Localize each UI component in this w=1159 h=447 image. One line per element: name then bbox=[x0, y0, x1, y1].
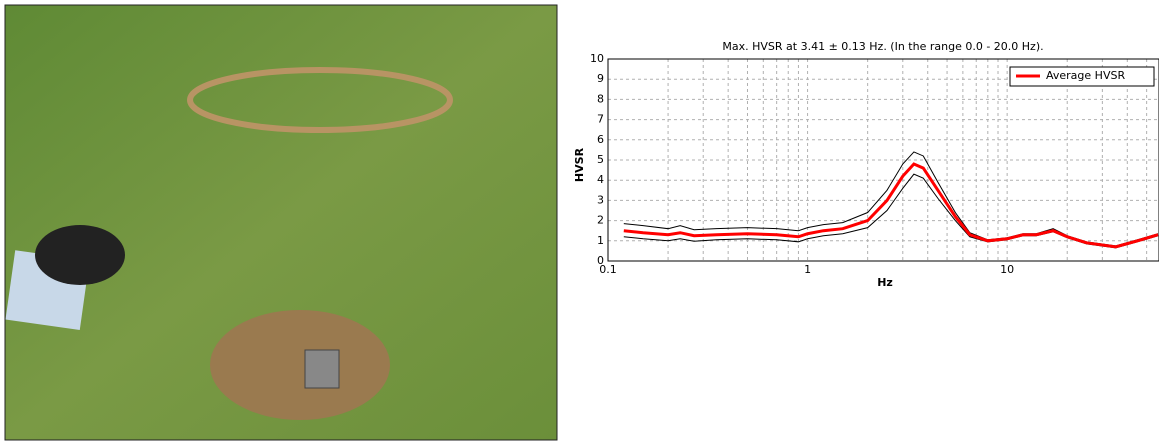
legend: Average HVSR bbox=[1009, 66, 1155, 87]
y-tick-label: 2 bbox=[597, 214, 604, 227]
site-photo bbox=[4, 4, 558, 441]
legend-box bbox=[1009, 66, 1155, 87]
legend-label: Average HVSR bbox=[1046, 69, 1125, 82]
x-tick-label: 1 bbox=[804, 263, 811, 276]
y-tick-label: 0 bbox=[597, 254, 604, 267]
y-tick-label: 6 bbox=[597, 133, 604, 146]
y-tick-label: 7 bbox=[597, 113, 604, 126]
y-tick-label: 3 bbox=[597, 193, 604, 206]
y-tick-label: 1 bbox=[597, 234, 604, 247]
y-tick-label: 5 bbox=[597, 153, 604, 166]
y-tick-label: 4 bbox=[597, 173, 604, 186]
x-tick-label: 0.1 bbox=[599, 263, 617, 276]
chart-title: Max. HVSR at 3.41 ± 0.13 Hz. (In the ran… bbox=[722, 40, 1043, 53]
hvsr-line bbox=[623, 162, 1159, 249]
hvsr-line bbox=[623, 173, 1159, 249]
x-tick-label: 10 bbox=[1000, 263, 1014, 276]
plot-area bbox=[607, 58, 1159, 262]
y-tick-label: 9 bbox=[597, 72, 604, 85]
y-tick-label: 10 bbox=[590, 52, 604, 65]
y-tick-label: 8 bbox=[597, 92, 604, 105]
y-axis-label: HVSR bbox=[573, 147, 586, 182]
hvsr-line bbox=[623, 151, 1159, 247]
x-axis-label: Hz bbox=[877, 276, 893, 289]
